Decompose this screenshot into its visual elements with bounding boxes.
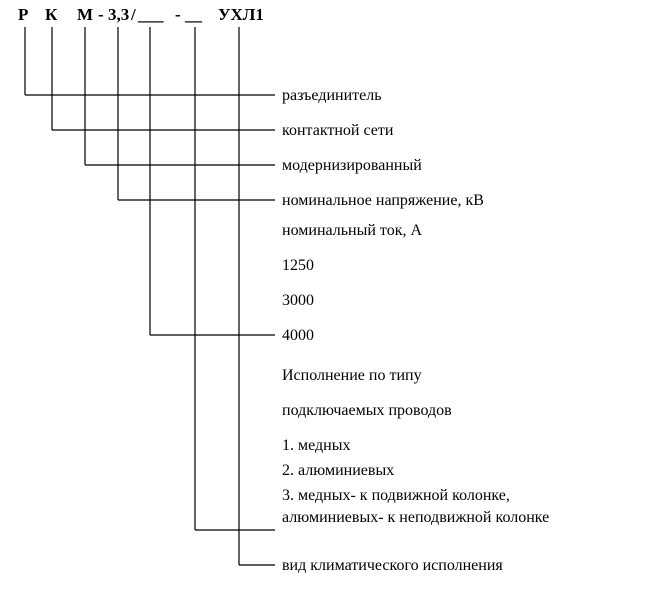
header-fragment-UHL1: УХЛ1 xyxy=(218,5,264,24)
header-fragment-dash1: - xyxy=(98,5,104,24)
designation-diagram: РКМ-3,3/___-__УХЛ1разъединительконтактно… xyxy=(0,0,656,615)
header-fragment-blankA: ___ xyxy=(137,5,164,24)
label-blankB-line-0: Исполнение по типу xyxy=(282,367,422,384)
label-blankA-line-3: 4000 xyxy=(282,327,314,344)
label-R: разъединитель xyxy=(282,87,382,104)
label-blankB-line-2: 1. медных xyxy=(282,437,350,454)
label-blankA-line-2: 3000 xyxy=(282,292,314,309)
label-K: контактной сети xyxy=(282,122,394,139)
label-blankA-line-0: номинальный ток, А xyxy=(282,222,422,239)
label-UHL1: вид климатического исполнения xyxy=(282,557,503,574)
header-fragment-K: К xyxy=(45,5,58,24)
header-fragment-blankB: __ xyxy=(184,5,203,24)
label-blankB-line-1: подключаемых проводов xyxy=(282,402,452,419)
label-M: модернизированный xyxy=(282,157,422,174)
header-fragment-M: М xyxy=(77,5,93,24)
label-V: номинальное напряжение, кВ xyxy=(282,192,484,209)
label-blankB-line-3: 2. алюминиевых xyxy=(282,462,394,479)
header-fragment-dash2: - xyxy=(175,5,181,24)
header-fragment-V: 3,3 xyxy=(108,5,129,24)
label-blankB-line-5: алюминиевых- к неподвижной колонке xyxy=(282,509,549,526)
label-blankA-line-1: 1250 xyxy=(282,257,314,274)
header-fragment-slash: / xyxy=(130,5,136,24)
label-blankB-line-4: 3. медных- к подвижной колонке, xyxy=(282,487,510,504)
header-fragment-R: Р xyxy=(18,5,28,24)
